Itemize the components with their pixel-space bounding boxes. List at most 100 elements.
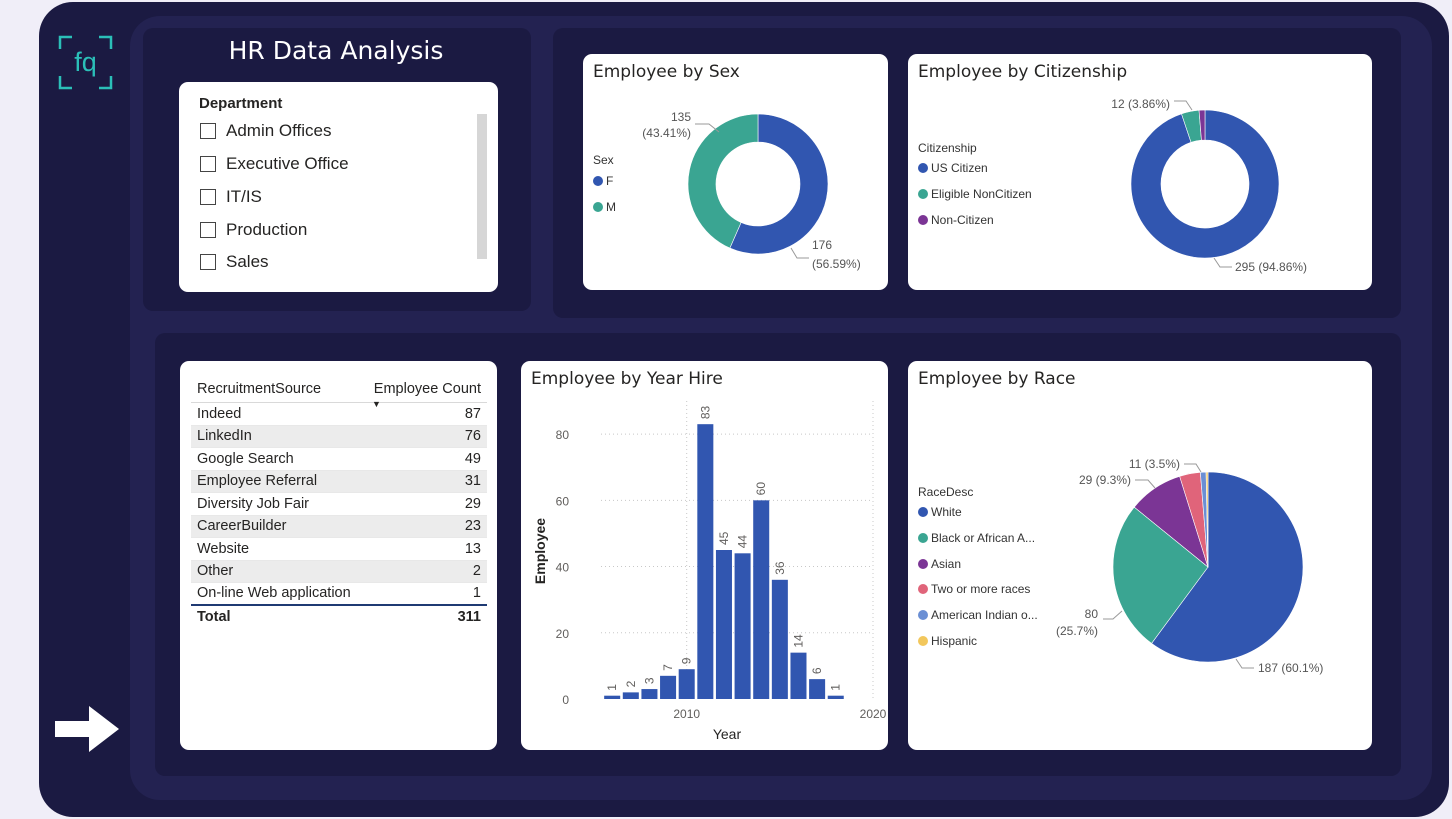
y-tick-label: 40	[556, 561, 570, 575]
label-m-count: 135	[671, 110, 691, 124]
legend-item-black[interactable]: Black or African A...	[918, 531, 1035, 545]
race-legend-title: RaceDesc	[918, 485, 974, 499]
table-row[interactable]: Google Search 49	[191, 448, 487, 471]
fq-logo-icon[interactable]: fq	[58, 35, 113, 90]
pie-slice[interactable]	[1151, 471, 1304, 663]
table-row[interactable]: Diversity Job Fair 29	[191, 493, 487, 516]
label-us: 295 (94.86%)	[1235, 260, 1307, 274]
bar[interactable]	[604, 695, 621, 699]
column-header-count[interactable]: Employee Count	[373, 381, 481, 397]
label-f-pct: (56.59%)	[812, 257, 861, 271]
legend-item-two-or-more[interactable]: Two or more races	[918, 582, 1030, 596]
legend-item-american-indian[interactable]: American Indian o...	[918, 608, 1038, 622]
table-row[interactable]: Other 2	[191, 560, 487, 583]
x-tick-label: 2010	[673, 707, 700, 721]
legend-item-m[interactable]: M	[593, 200, 616, 214]
x-axis-title: Year	[713, 726, 742, 742]
legend-dot	[918, 215, 928, 225]
checkbox[interactable]	[200, 189, 216, 205]
y-axis-title: Employee	[532, 518, 548, 584]
label-two-or-more: 11 (3.5%)	[1129, 457, 1180, 471]
logo-text: fq	[74, 47, 97, 77]
leader-line	[1184, 463, 1202, 473]
pie-slice[interactable]	[1112, 506, 1209, 644]
leader-line	[790, 247, 809, 259]
legend-item-eligible-noncitizen[interactable]: Eligible NonCitizen	[918, 187, 1032, 201]
legend-item-white[interactable]: White	[918, 505, 962, 519]
slicer-title: Department	[199, 95, 283, 112]
table-row[interactable]: CareerBuilder 23	[191, 515, 487, 538]
table-row[interactable]: Employee Referral 31	[191, 470, 487, 493]
leader-line	[1235, 658, 1254, 669]
y-tick-label: 0	[562, 693, 569, 707]
citizenship-chart-title: Employee by Citizenship	[918, 62, 1128, 82]
slicer-scrollbar[interactable]	[477, 114, 487, 259]
bar[interactable]	[678, 669, 695, 699]
column-header-source[interactable]: RecruitmentSource	[197, 381, 322, 397]
legend-item-non-citizen[interactable]: Non-Citizen	[918, 213, 994, 227]
race-chart-title: Employee by Race	[918, 369, 1076, 389]
table-row[interactable]: Indeed 87	[191, 403, 487, 426]
pie-slice[interactable]	[1205, 471, 1209, 568]
pie-slice[interactable]	[687, 113, 759, 249]
bar-data-label: 7	[661, 664, 675, 671]
legend-dot	[593, 202, 603, 212]
bar[interactable]	[641, 689, 658, 699]
table-row[interactable]: On-line Web application 1	[191, 583, 487, 606]
slicer-item-it-is[interactable]: IT/IS	[200, 186, 262, 208]
leader-line	[695, 123, 720, 133]
legend-dot	[918, 610, 928, 620]
leader-line	[1174, 100, 1193, 111]
bar-data-label: 14	[791, 634, 805, 648]
slicer-item-executive-office[interactable]: Executive Office	[200, 153, 349, 175]
table-row[interactable]: Website 13	[191, 538, 487, 561]
bar[interactable]	[734, 553, 751, 699]
bar[interactable]	[827, 695, 844, 699]
checkbox[interactable]	[200, 254, 216, 270]
bar[interactable]	[697, 424, 714, 699]
bar[interactable]	[622, 692, 639, 699]
arrow-right-icon[interactable]	[55, 706, 119, 752]
bar-data-label: 36	[773, 561, 787, 575]
bar[interactable]	[715, 550, 732, 699]
race-pie-chart: 11 (3.5%) 29 (9.3%) 80 (25.7%) 187 (60.1…	[1056, 457, 1323, 675]
bar-data-label: 45	[717, 531, 731, 545]
bar-data-label: 1	[829, 684, 843, 691]
bar[interactable]	[753, 500, 770, 699]
legend-dot	[918, 584, 928, 594]
legend-item-hispanic[interactable]: Hispanic	[918, 634, 977, 648]
pie-slice[interactable]	[1198, 109, 1206, 141]
table-total-row: Total 311	[197, 608, 481, 625]
bar-data-label: 9	[680, 657, 694, 664]
table-header: RecruitmentSource Employee Count ▼	[191, 371, 487, 409]
checkbox[interactable]	[200, 123, 216, 139]
checkbox[interactable]	[200, 156, 216, 172]
pie-slice[interactable]	[1130, 109, 1280, 259]
checkbox[interactable]	[200, 222, 216, 238]
table-row[interactable]: LinkedIn 76	[191, 425, 487, 448]
bar[interactable]	[790, 652, 807, 699]
slicer-item-admin-offices[interactable]: Admin Offices	[200, 120, 332, 142]
legend-item-us-citizen[interactable]: US Citizen	[918, 161, 988, 175]
legend-dot	[918, 636, 928, 646]
legend-dot	[918, 163, 928, 173]
sex-chart-card: Employee by Sex Sex F M 135 (43.41%) 176…	[583, 54, 888, 290]
label-m-pct: (43.41%)	[642, 126, 691, 140]
bar[interactable]	[660, 675, 677, 699]
department-slicer: Department Admin Offices Executive Offic…	[179, 82, 498, 292]
bar[interactable]	[809, 679, 826, 699]
leader-line	[1135, 479, 1156, 489]
slicer-item-production[interactable]: Production	[200, 219, 307, 241]
legend-item-f[interactable]: F	[593, 174, 613, 188]
y-tick-label: 60	[556, 494, 570, 508]
legend-item-asian[interactable]: Asian	[918, 557, 961, 571]
label-eligible: 12 (3.86%)	[1111, 97, 1170, 111]
bar[interactable]	[771, 579, 788, 699]
race-chart-card: Employee by Race RaceDesc White Black or…	[908, 361, 1372, 750]
slicer-item-sales[interactable]: Sales	[200, 251, 269, 273]
legend-dot	[918, 533, 928, 543]
label-asian: 29 (9.3%)	[1079, 473, 1131, 487]
y-tick-label: 20	[556, 627, 570, 641]
bar-data-label: 60	[754, 482, 768, 496]
pie-slice[interactable]	[729, 113, 829, 255]
